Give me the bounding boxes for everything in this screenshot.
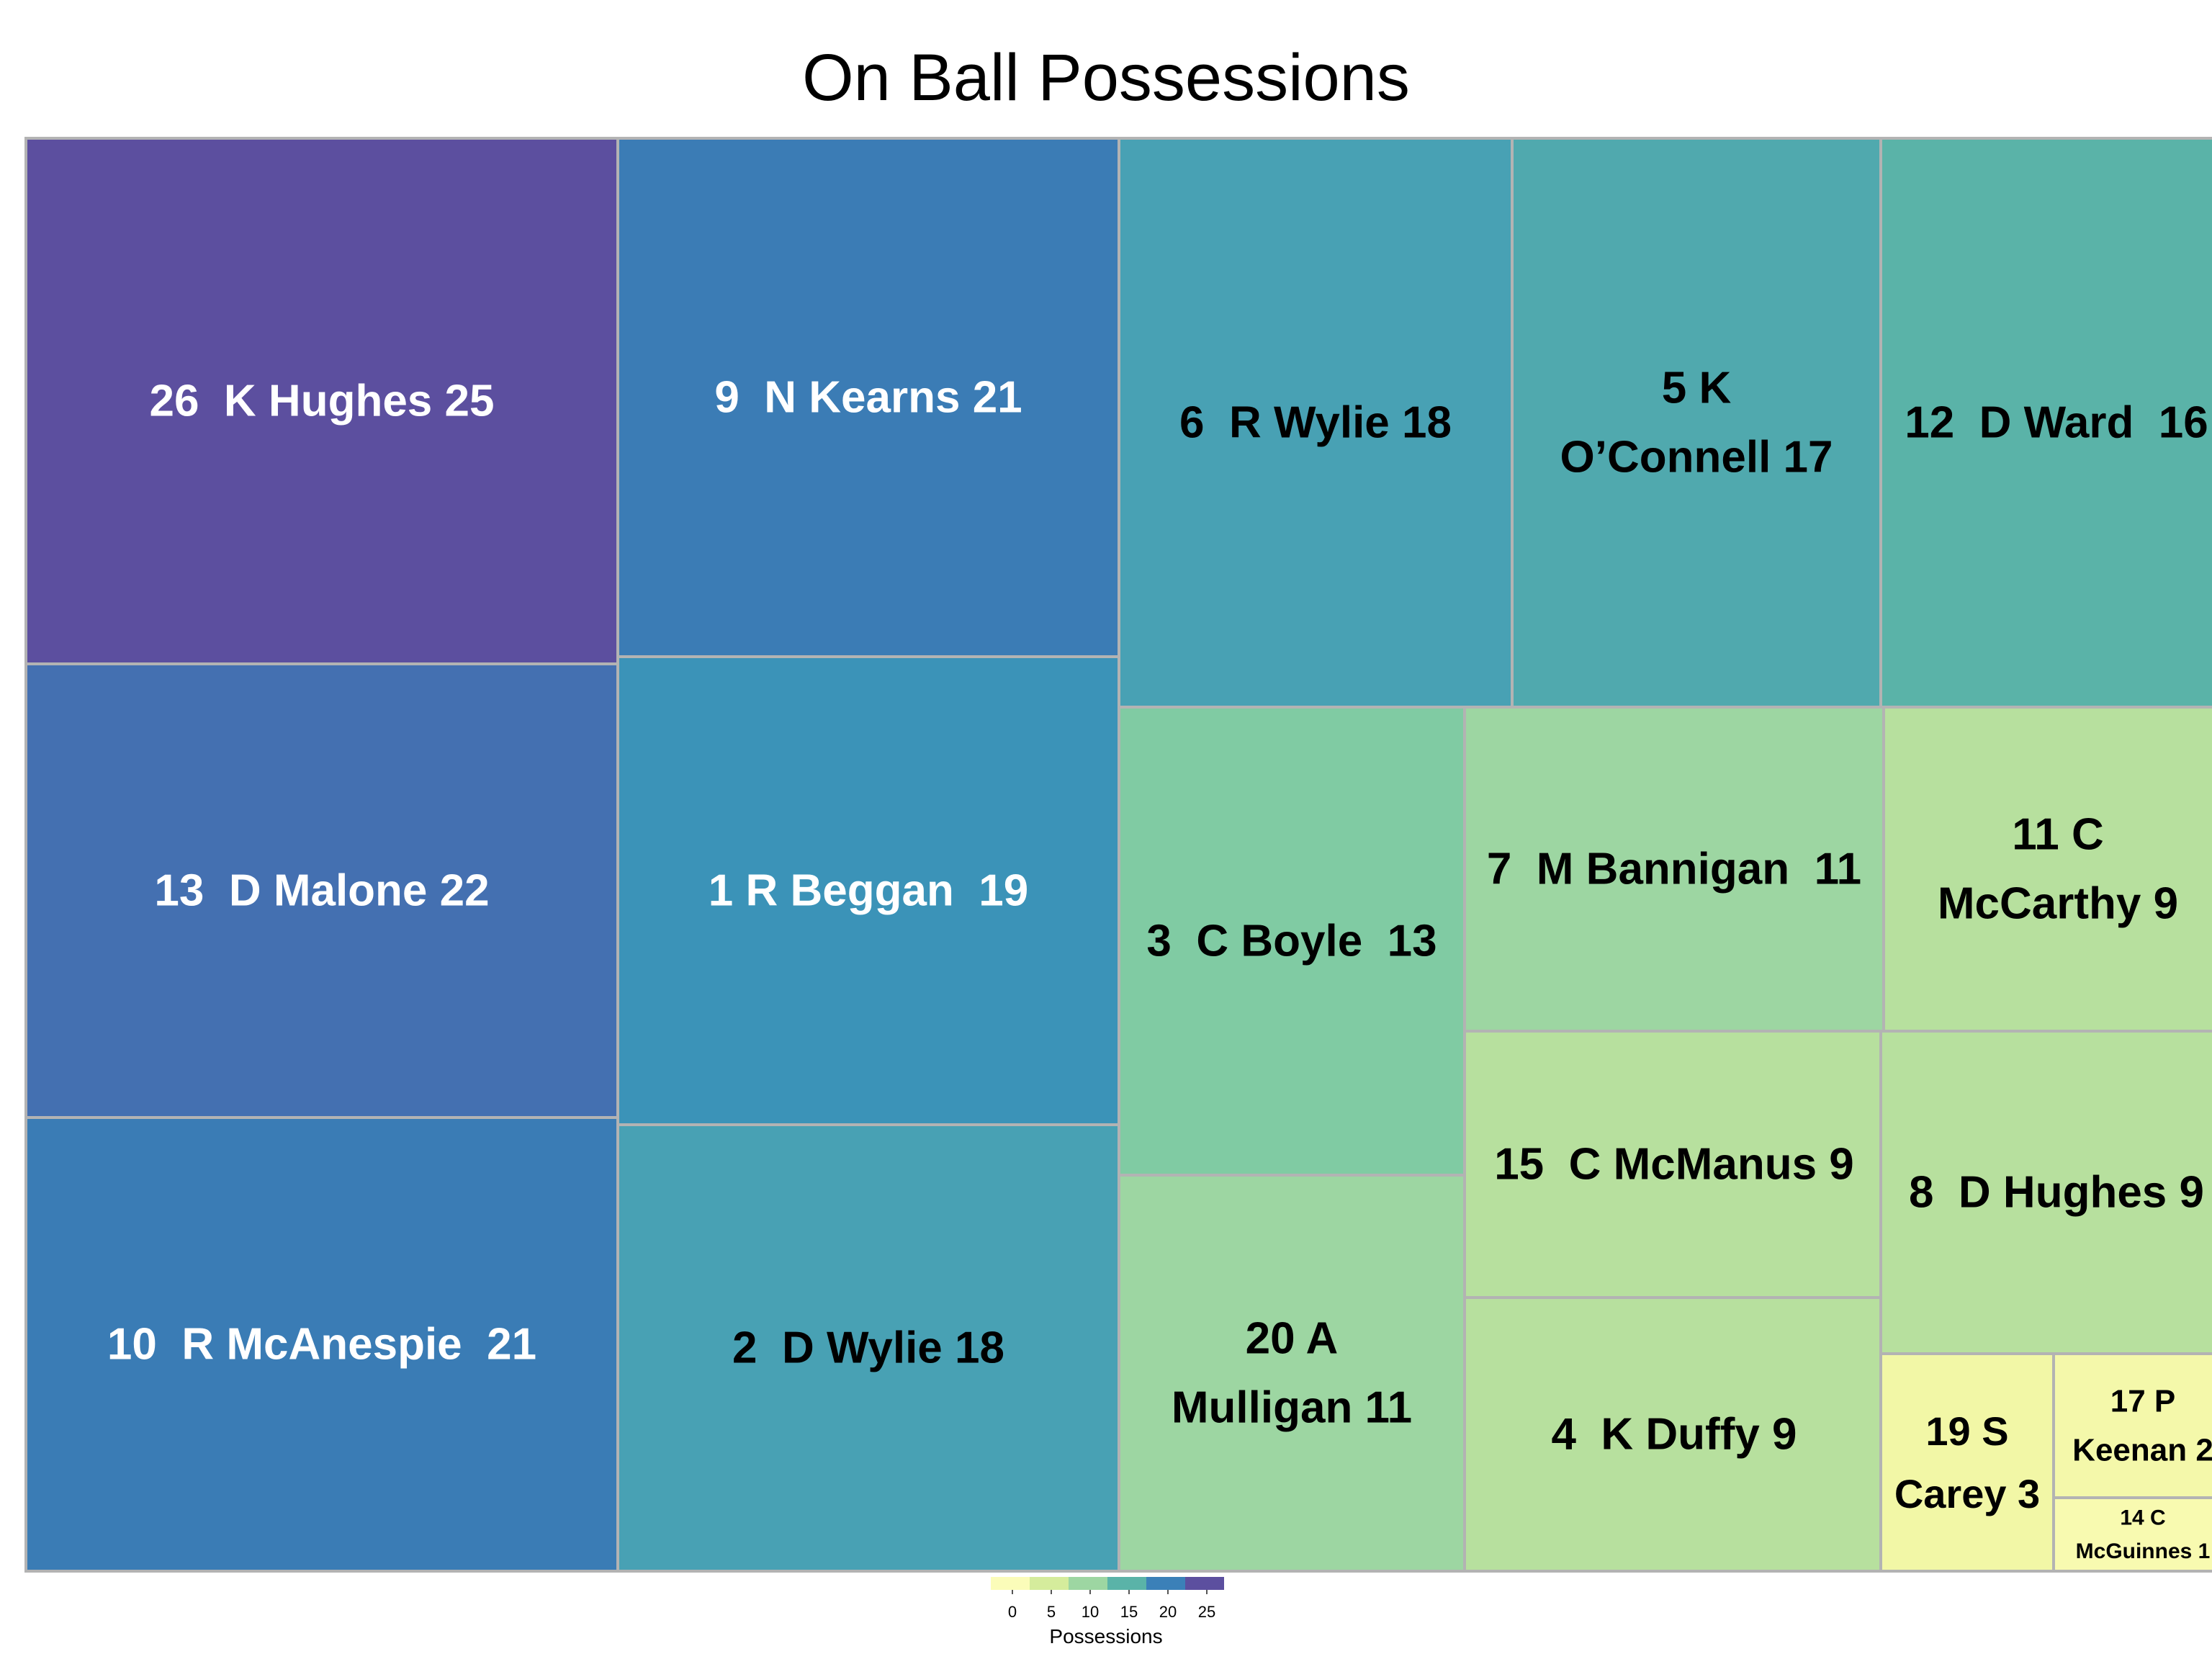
treemap-tile-label: 14 C xyxy=(2120,1506,2165,1529)
treemap-tile-rect xyxy=(24,137,619,665)
treemap-tile-label: 5 K xyxy=(1662,363,1732,413)
treemap-tile-rect xyxy=(616,1123,1120,1573)
treemap-tile-label: 11 C xyxy=(2012,809,2104,859)
treemap-tile-label: 2 D Wylie 18 xyxy=(732,1323,1004,1373)
treemap-tile-rect xyxy=(2052,1496,2212,1573)
treemap-tile-label: 13 D Malone 22 xyxy=(154,866,489,916)
treemap-tile-rect xyxy=(1118,706,1466,1177)
treemap-tile: 2 D Wylie 18 xyxy=(616,1123,1120,1573)
treemap-tile: 1 R Beggan 19 xyxy=(616,655,1120,1126)
treemap-tile-label: McGuinnes 1 xyxy=(2076,1539,2211,1563)
treemap-tile-label: 20 A xyxy=(1246,1313,1339,1363)
treemap-tile-label: 4 K Duffy 9 xyxy=(1551,1410,1797,1460)
treemap-tile-label: 1 R Beggan 19 xyxy=(709,866,1028,916)
treemap-tile-label: 19 S xyxy=(1925,1408,2008,1454)
treemap-tile: 4 K Duffy 9 xyxy=(1463,1296,1885,1573)
treemap-tile-rect xyxy=(1118,137,1514,709)
treemap-tile-label: 17 P xyxy=(2110,1383,2176,1419)
treemap-tile-label: 8 D Hughes 9 xyxy=(1909,1168,2204,1218)
treemap-tile: 20 A Mulligan 11 xyxy=(1118,1174,1466,1573)
treemap-tile-rect xyxy=(1511,137,1882,709)
treemap-tile-label: 3 C Boyle 13 xyxy=(1146,917,1437,966)
treemap-tile: 9 N Kearns 21 xyxy=(616,137,1120,658)
treemap-tile-rect xyxy=(1879,137,2212,709)
chart-title: On Ball Possessions xyxy=(802,41,1410,114)
treemap-tile-rect xyxy=(1463,1030,1885,1299)
treemap-tile: 15 C McManus 9 xyxy=(1463,1030,1885,1299)
treemap-tile-rect xyxy=(1463,1296,1885,1573)
treemap-tile: 26 K Hughes 25 xyxy=(24,137,619,665)
treemap-tile: 19 S Carey 3 xyxy=(1879,1352,2055,1573)
treemap-tile: 12 D Ward 16 xyxy=(1879,137,2212,709)
treemap-tile: 7 M Bannigan 11 xyxy=(1463,706,1885,1033)
treemap-tile-rect xyxy=(1118,1174,1466,1573)
treemap-tile: 10 R McAnespie 21 xyxy=(24,1116,619,1573)
treemap-tile-label: 12 D Ward 16 xyxy=(1905,398,2208,448)
treemap-tile: 11 C McCarthy 9 xyxy=(1882,706,2212,1033)
treemap-tile-label: 6 R Wylie 18 xyxy=(1179,398,1452,448)
treemap-tile-label: Carey 3 xyxy=(1894,1471,2040,1516)
treemap-tile-rect xyxy=(616,137,1120,658)
treemap-tile-label: 26 K Hughes 25 xyxy=(150,377,495,426)
treemap-tile: 14 C McGuinnes 1 xyxy=(2052,1496,2212,1573)
treemap-tile-label: McCarthy 9 xyxy=(1938,879,2178,929)
treemap-tile-rect xyxy=(1882,706,2212,1033)
treemap-tile-rect xyxy=(1463,706,1885,1033)
treemap-tile: 17 P Keenan 2 xyxy=(2052,1352,2212,1499)
treemap-tile-rect xyxy=(24,1116,619,1573)
treemap-tile-label: Keenan 2 xyxy=(2072,1433,2212,1468)
treemap-tile-label: 7 M Bannigan 11 xyxy=(1487,845,1861,894)
treemap-tile-rect xyxy=(1879,1352,2055,1573)
treemap-tile-label: 9 N Kearns 21 xyxy=(714,373,1022,423)
treemap-tile: 5 K O’Connell 17 xyxy=(1511,137,1882,709)
treemap-tile-label: 10 R McAnespie 21 xyxy=(107,1320,536,1370)
treemap-tile-rect xyxy=(24,662,619,1119)
treemap-tile-rect xyxy=(1879,1030,2212,1355)
treemap-tile: 8 D Hughes 9 xyxy=(1879,1030,2212,1355)
treemap-tile-label: O’Connell 17 xyxy=(1560,433,1833,482)
treemap-tile: 3 C Boyle 13 xyxy=(1118,706,1466,1177)
treemap-tile: 13 D Malone 22 xyxy=(24,662,619,1119)
treemap-tile-label: Mulligan 11 xyxy=(1172,1383,1412,1433)
treemap-tile-label: 15 C McManus 9 xyxy=(1494,1140,1854,1190)
treemap-tile: 6 R Wylie 18 xyxy=(1118,137,1514,709)
treemap-tile-rect xyxy=(2052,1352,2212,1499)
